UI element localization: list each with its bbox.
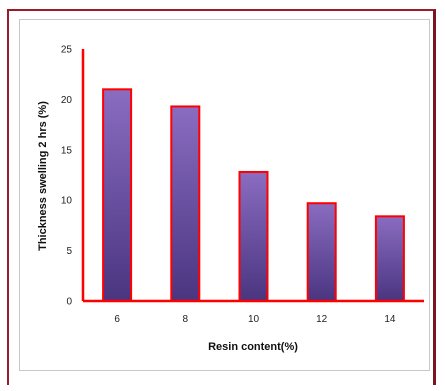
bar-14	[374, 215, 405, 302]
chart-area	[19, 19, 430, 371]
x-tick-labels: 6 8 10 12 14	[114, 314, 396, 325]
x-tick-label: 10	[248, 314, 260, 325]
y-tick-label: 0	[66, 297, 72, 308]
bar-12	[306, 202, 337, 302]
bar-10	[238, 170, 269, 302]
y-tick-labels: 0 5 10 15 20 25	[61, 45, 73, 308]
x-tick-label: 6	[114, 314, 120, 325]
y-tick-label: 15	[61, 145, 73, 156]
y-tick-label: 10	[61, 196, 73, 207]
x-tick-label: 12	[316, 314, 328, 325]
bar-6	[102, 88, 133, 302]
x-axis-title: Resin content(%)	[208, 341, 298, 353]
bars-layer	[102, 88, 405, 303]
x-tick-label: 14	[384, 314, 396, 325]
y-tick-label: 5	[66, 246, 72, 257]
x-tick-label: 8	[183, 314, 189, 325]
bar-8	[170, 105, 201, 303]
y-axis-title: Thickness swelling 2 hrs (%)	[37, 101, 49, 251]
y-tick-label: 25	[61, 45, 73, 56]
y-tick-label: 20	[61, 95, 73, 106]
